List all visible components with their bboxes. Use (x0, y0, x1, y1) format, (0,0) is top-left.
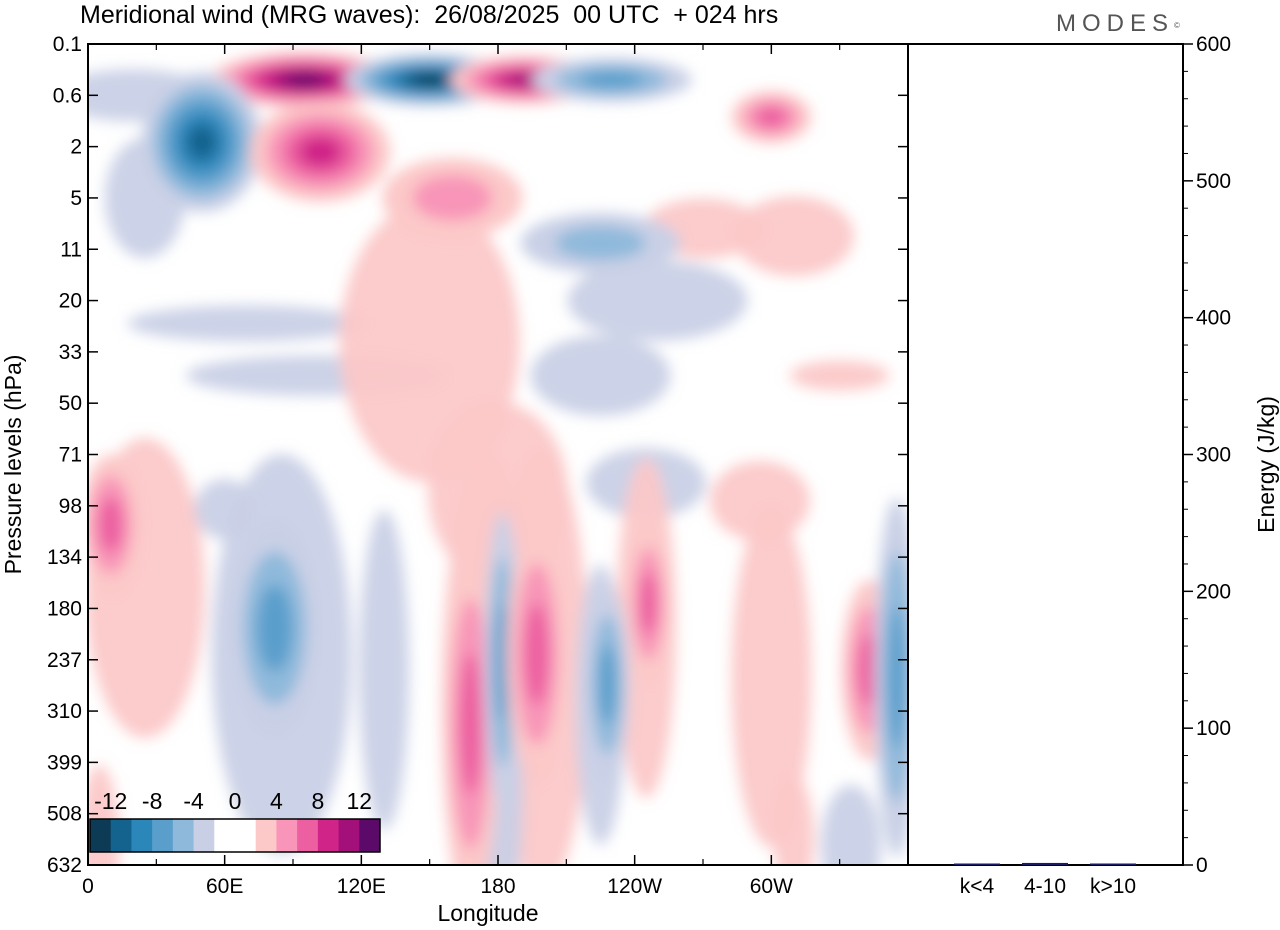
colorbar-swatch (152, 819, 174, 852)
colorbar-label: 0 (229, 788, 242, 814)
field-contour-upper-positive-3 (299, 136, 342, 168)
y-tick-label: 20 (59, 290, 82, 313)
energy-bar (1090, 863, 1136, 865)
colorbar-label: 8 (311, 788, 324, 814)
field-blob (789, 360, 890, 391)
field-blob (731, 507, 812, 848)
field-blob (774, 776, 815, 865)
field-blob (821, 784, 882, 865)
colorbar-label: 12 (346, 788, 372, 814)
x-tick-label: 180 (480, 875, 515, 898)
field-blob (530, 335, 671, 416)
field-blob (127, 305, 368, 342)
colorbar-swatch (235, 819, 257, 852)
field-blob (194, 479, 255, 540)
y-tick-label: 0.1 (53, 33, 82, 56)
x-tick-label: 60W (750, 875, 793, 898)
energy-tick-label: 0 (1196, 854, 1208, 877)
y-tick-label: 11 (60, 238, 82, 261)
colorbar-swatch (214, 819, 236, 852)
chart-title: Meridional wind (MRG waves): 26/08/2025 … (80, 1, 779, 29)
energy-bars: k<4 4-10 k>10 (954, 862, 1136, 898)
field-contour-low-positive-2 (459, 652, 482, 795)
energy-bar (1022, 862, 1068, 865)
colorbar: -12 -8 -4 0 4 8 12 (89, 788, 381, 853)
field-contour-mid-positive-1 (412, 175, 493, 221)
field-contour-low-positive-1 (98, 497, 123, 553)
field-blob (567, 260, 748, 341)
colorbar-frame (89, 818, 381, 853)
y-tick-label: 33 (59, 341, 82, 364)
colorbar-label: -12 (94, 788, 127, 814)
y-tick-label: 50 (59, 392, 82, 415)
y-tick-label: 310 (47, 700, 82, 723)
y-tick-label: 632 (47, 854, 82, 877)
field-contour-low-negative-1 (257, 584, 293, 672)
energy-category-label: 4-10 (1024, 875, 1066, 898)
x-tick-label: 60E (206, 875, 243, 898)
field-contour-upper-positive-1 (284, 74, 324, 86)
wind-field (88, 51, 908, 865)
colorbar-swatch (110, 819, 132, 852)
energy-tick-label: 500 (1196, 170, 1231, 193)
colorbar-label: -8 (142, 788, 162, 814)
energy-tick-label: 200 (1196, 580, 1231, 603)
y-tick-label: 0.6 (53, 84, 82, 107)
colorbar-swatch (359, 819, 381, 852)
field-contour-low-negative-2 (495, 603, 510, 722)
field-contour-upper-negative-1 (412, 74, 448, 86)
y-tick-label: 98 (59, 495, 82, 518)
colorbar-swatch (131, 819, 153, 852)
y-tick-label: 237 (47, 649, 82, 672)
y-axis-title: Pressure levels (hPa) (0, 355, 26, 575)
y-tick-label: 5 (70, 187, 82, 210)
x-tick-label: 120E (337, 875, 386, 898)
field-contour-upper-negative-3 (580, 71, 644, 89)
y-tick-label: 508 (47, 803, 82, 826)
colorbar-swatch (90, 819, 112, 852)
field-contour-low-negative-3 (598, 645, 616, 725)
field-contour-upper-negative-2 (187, 124, 217, 160)
colorbar-label: 4 (270, 788, 283, 814)
field-contour-low-negative-4 (887, 606, 906, 749)
colorbar-swatch (276, 819, 298, 852)
colorbar-swatch (297, 819, 319, 852)
colorbar-swatch (317, 819, 340, 852)
brand-logo: MODES© (1056, 10, 1180, 37)
field-contour-low-positive-4 (639, 572, 657, 636)
field-contour-upper-positive-4 (755, 106, 788, 128)
energy-frame (907, 43, 1184, 866)
energy-tick-label: 600 (1196, 33, 1231, 56)
colorbar-swatch (338, 819, 360, 852)
x-tick-label: 0 (82, 875, 94, 898)
colorbar-swatch (255, 819, 277, 852)
energy-category-label: k>10 (1090, 875, 1136, 898)
energy-tick-label: 100 (1196, 717, 1231, 740)
y-tick-label: 399 (47, 751, 82, 774)
y-tick-label: 2 (70, 136, 82, 159)
field-contour-low-positive-3 (524, 602, 549, 706)
y-tick-label: 71 (59, 444, 82, 467)
colorbar-swatch (193, 819, 215, 852)
y-tick-label: 134 (47, 546, 82, 569)
field-blob (734, 196, 855, 277)
y-tick-label: 180 (47, 597, 82, 620)
field-blob (359, 509, 410, 830)
energy-tick-label: 400 (1196, 307, 1231, 330)
x-axis-title: Longitude (437, 900, 538, 926)
energy-tick-label: 300 (1196, 444, 1231, 467)
x-tick-label: 120W (607, 875, 662, 898)
energy-axis-title: Energy (J/kg) (1253, 396, 1279, 533)
field-contour-mid-negative-1 (555, 226, 646, 261)
colorbar-swatch (172, 819, 195, 852)
energy-bar (954, 863, 1000, 865)
energy-category-label: k<4 (960, 875, 995, 898)
colorbar-label: -4 (183, 788, 204, 814)
